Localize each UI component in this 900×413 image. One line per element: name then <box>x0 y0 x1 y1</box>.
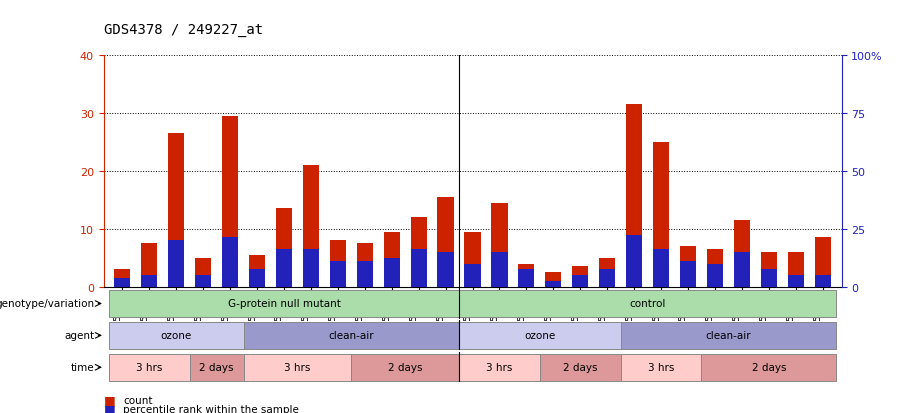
Text: 2 days: 2 days <box>200 362 234 373</box>
Bar <box>244 354 351 381</box>
Bar <box>518 264 535 287</box>
Bar <box>626 235 643 287</box>
Text: 3 hrs: 3 hrs <box>648 362 674 373</box>
Bar <box>701 354 836 381</box>
Text: 3 hrs: 3 hrs <box>284 362 310 373</box>
Bar <box>109 354 190 381</box>
Text: time: time <box>70 362 94 373</box>
Bar <box>788 275 804 287</box>
Bar <box>653 249 669 287</box>
Bar <box>141 275 158 287</box>
Text: 2 days: 2 days <box>563 362 598 373</box>
Bar <box>195 258 212 287</box>
Bar <box>572 267 589 287</box>
Bar <box>190 354 244 381</box>
Text: ■: ■ <box>104 393 115 406</box>
Bar <box>459 290 836 317</box>
Bar <box>276 249 292 287</box>
Bar <box>621 354 701 381</box>
Text: 3 hrs: 3 hrs <box>136 362 163 373</box>
Text: G-protein null mutant: G-protein null mutant <box>228 299 340 309</box>
Text: 3 hrs: 3 hrs <box>486 362 513 373</box>
Bar <box>599 270 616 287</box>
Bar <box>383 232 400 287</box>
Text: ozone: ozone <box>160 330 192 341</box>
Text: agent: agent <box>64 330 94 341</box>
Text: clean-air: clean-air <box>706 330 752 341</box>
Bar <box>545 273 562 287</box>
Bar <box>760 270 777 287</box>
Bar <box>734 221 750 287</box>
Bar <box>760 252 777 287</box>
Bar <box>621 322 836 349</box>
Bar <box>814 238 831 287</box>
Bar <box>459 322 621 349</box>
Bar <box>168 134 184 287</box>
Bar <box>680 261 696 287</box>
Bar <box>356 261 373 287</box>
Bar <box>459 354 540 381</box>
Bar <box>168 241 184 287</box>
Bar <box>437 197 454 287</box>
Bar <box>114 278 130 287</box>
Bar <box>244 322 459 349</box>
Bar <box>653 142 669 287</box>
Bar <box>545 281 562 287</box>
Bar <box>491 203 508 287</box>
Text: percentile rank within the sample: percentile rank within the sample <box>123 404 299 413</box>
Bar <box>383 258 400 287</box>
Bar <box>734 252 750 287</box>
Bar <box>222 116 239 287</box>
Bar <box>491 252 508 287</box>
Bar <box>572 275 589 287</box>
Bar <box>249 270 266 287</box>
Bar <box>222 238 239 287</box>
Text: 2 days: 2 days <box>388 362 422 373</box>
Bar <box>464 232 481 287</box>
Bar <box>302 249 319 287</box>
Text: GDS4378 / 249227_at: GDS4378 / 249227_at <box>104 23 263 37</box>
Bar <box>599 258 616 287</box>
Bar <box>114 270 130 287</box>
Text: ■: ■ <box>104 402 115 413</box>
Text: genotype/variation: genotype/variation <box>0 299 94 309</box>
Bar <box>329 261 346 287</box>
Text: 2 days: 2 days <box>752 362 786 373</box>
Bar <box>680 247 696 287</box>
Bar <box>540 354 621 381</box>
Bar <box>410 249 427 287</box>
Bar <box>437 252 454 287</box>
Bar <box>626 105 643 287</box>
Text: count: count <box>123 395 153 405</box>
Bar <box>195 275 212 287</box>
Bar <box>276 209 292 287</box>
Bar <box>706 249 723 287</box>
Bar <box>141 244 158 287</box>
Bar <box>410 218 427 287</box>
Bar <box>249 255 266 287</box>
Bar <box>109 290 459 317</box>
Text: clean-air: clean-air <box>328 330 374 341</box>
Bar <box>329 241 346 287</box>
Bar <box>518 270 535 287</box>
Bar <box>788 252 804 287</box>
Bar <box>109 322 244 349</box>
Bar <box>706 264 723 287</box>
Bar <box>351 354 459 381</box>
Bar <box>302 166 319 287</box>
Text: control: control <box>629 299 666 309</box>
Text: ozone: ozone <box>524 330 555 341</box>
Bar <box>356 244 373 287</box>
Bar <box>464 264 481 287</box>
Bar <box>814 275 831 287</box>
